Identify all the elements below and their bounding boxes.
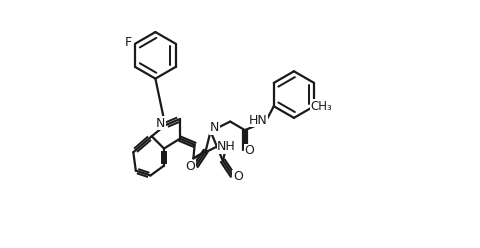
Text: F: F <box>125 36 132 49</box>
Text: O: O <box>186 160 195 173</box>
Text: CH₃: CH₃ <box>311 100 332 113</box>
Text: NH: NH <box>217 140 236 153</box>
Text: O: O <box>233 170 243 183</box>
Text: N: N <box>156 117 166 130</box>
Text: N: N <box>210 121 219 134</box>
Text: HN: HN <box>249 114 268 127</box>
Text: O: O <box>244 145 254 157</box>
